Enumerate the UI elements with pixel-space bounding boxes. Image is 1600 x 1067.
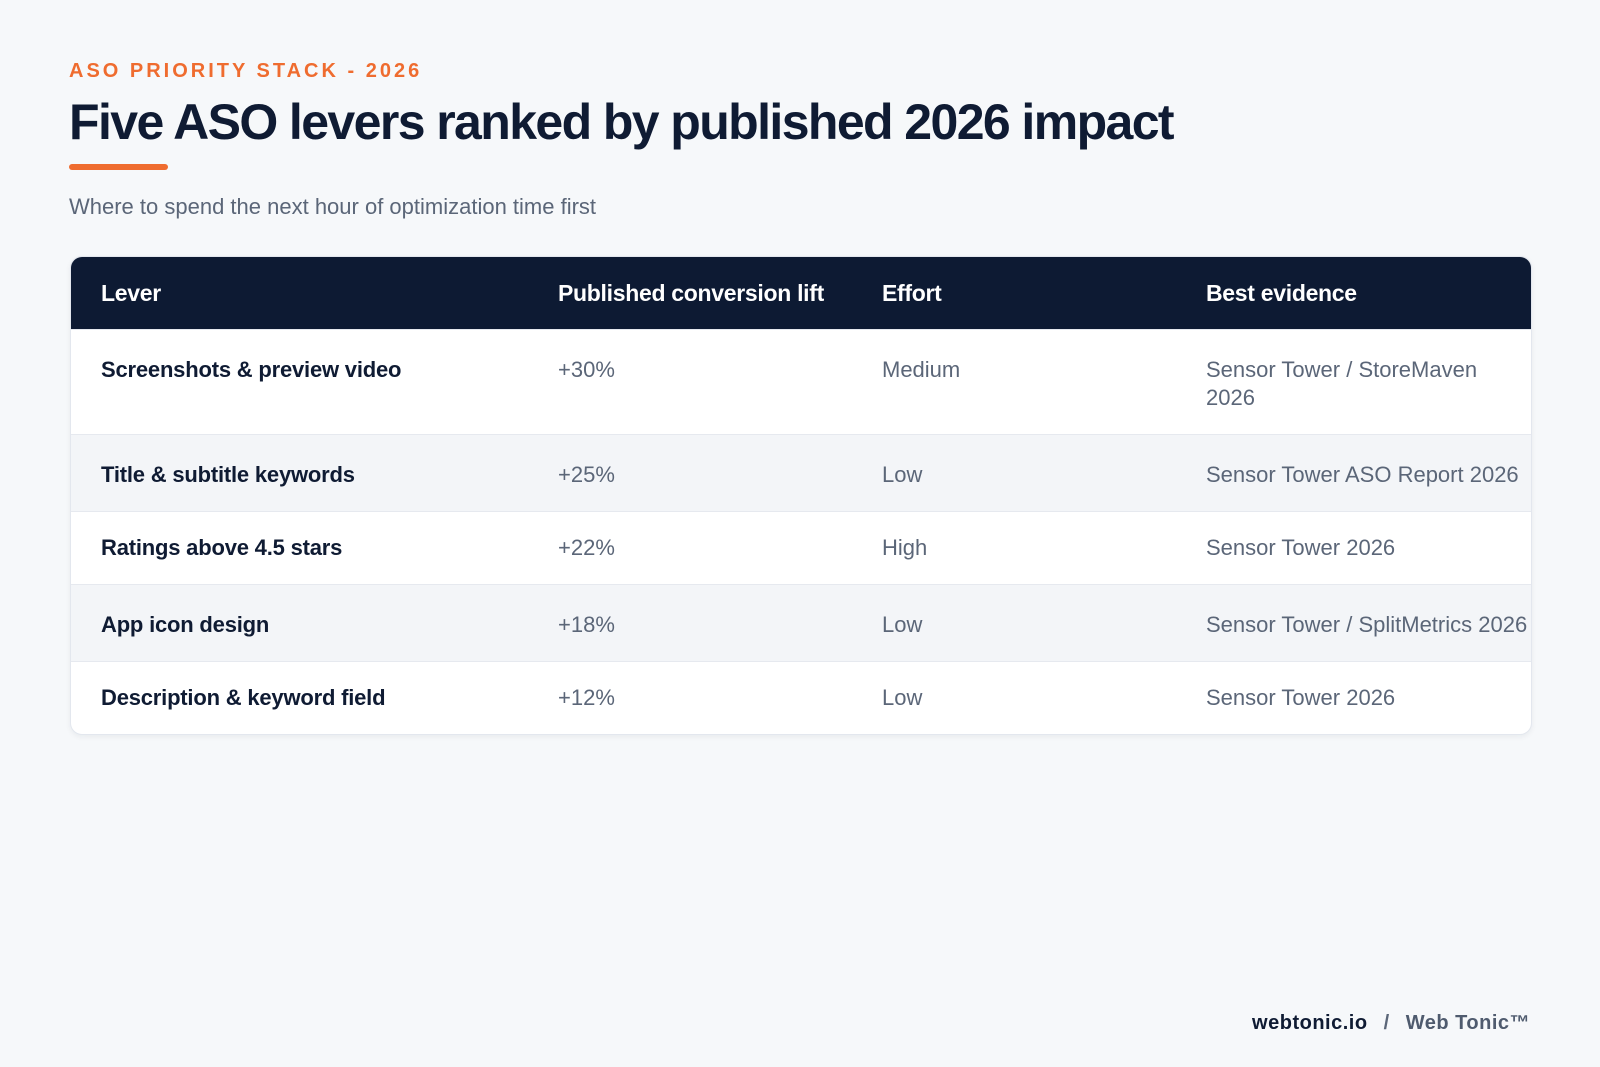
evidence-cell: Sensor Tower / StoreMaven 2026 <box>1176 329 1531 435</box>
footer-brand: Web Tonic™ <box>1405 1012 1530 1034</box>
effort-cell: High <box>852 511 1176 585</box>
priority-table: Lever Published conversion lift Effort B… <box>70 256 1532 735</box>
page-title: Five ASO levers ranked by published 2026… <box>69 94 1175 150</box>
lift-cell: +18% <box>528 584 852 662</box>
table-row: Screenshots & preview video +30% Medium … <box>71 329 1531 435</box>
effort-cell: Low <box>852 434 1176 512</box>
table-row: App icon design +18% Low Sensor Tower / … <box>71 584 1531 662</box>
column-header-evidence: Best evidence <box>1206 279 1357 306</box>
page-subtitle: Where to spend the next hour of optimiza… <box>69 194 597 219</box>
table-header-row: Lever Published conversion lift Effort B… <box>71 257 1531 330</box>
effort-cell: Medium <box>852 329 1176 435</box>
evidence-cell: Sensor Tower ASO Report 2026 <box>1176 434 1531 512</box>
effort-cell: Low <box>852 661 1176 734</box>
evidence-cell: Sensor Tower / SplitMetrics 2026 <box>1176 584 1531 662</box>
column-header-lift: Published conversion lift <box>558 279 824 306</box>
table-row: Description & keyword field +12% Low Sen… <box>71 661 1531 734</box>
table-row: Title & subtitle keywords +25% Low Senso… <box>71 434 1531 512</box>
footer-separator: / <box>1383 1012 1390 1034</box>
table-row: Ratings above 4.5 stars +22% High Sensor… <box>71 511 1531 585</box>
evidence-cell: Sensor Tower 2026 <box>1176 511 1531 585</box>
lift-cell: +25% <box>528 434 852 512</box>
footer-domain: webtonic.io <box>1252 1012 1368 1034</box>
lever-cell: Title & subtitle keywords <box>71 434 528 512</box>
lever-cell: Ratings above 4.5 stars <box>71 511 528 585</box>
evidence-cell: Sensor Tower 2026 <box>1176 661 1531 734</box>
column-header-effort: Effort <box>882 279 942 306</box>
lift-cell: +12% <box>528 661 852 734</box>
header: ASO PRIORITY STACK - 2026 Five ASO lever… <box>69 58 1531 222</box>
lever-cell: Screenshots & preview video <box>71 329 528 435</box>
lift-cell: +22% <box>528 511 852 585</box>
column-header-lever: Lever <box>101 279 161 306</box>
effort-cell: Low <box>852 584 1176 662</box>
eyebrow-label: ASO PRIORITY STACK - 2026 <box>69 60 423 82</box>
title-accent-bar <box>69 164 168 170</box>
lift-cell: +30% <box>528 329 852 435</box>
footer-attribution: webtonic.io / Web Tonic™ <box>1252 1010 1530 1036</box>
lever-cell: Description & keyword field <box>71 661 528 734</box>
lever-cell: App icon design <box>71 584 528 662</box>
